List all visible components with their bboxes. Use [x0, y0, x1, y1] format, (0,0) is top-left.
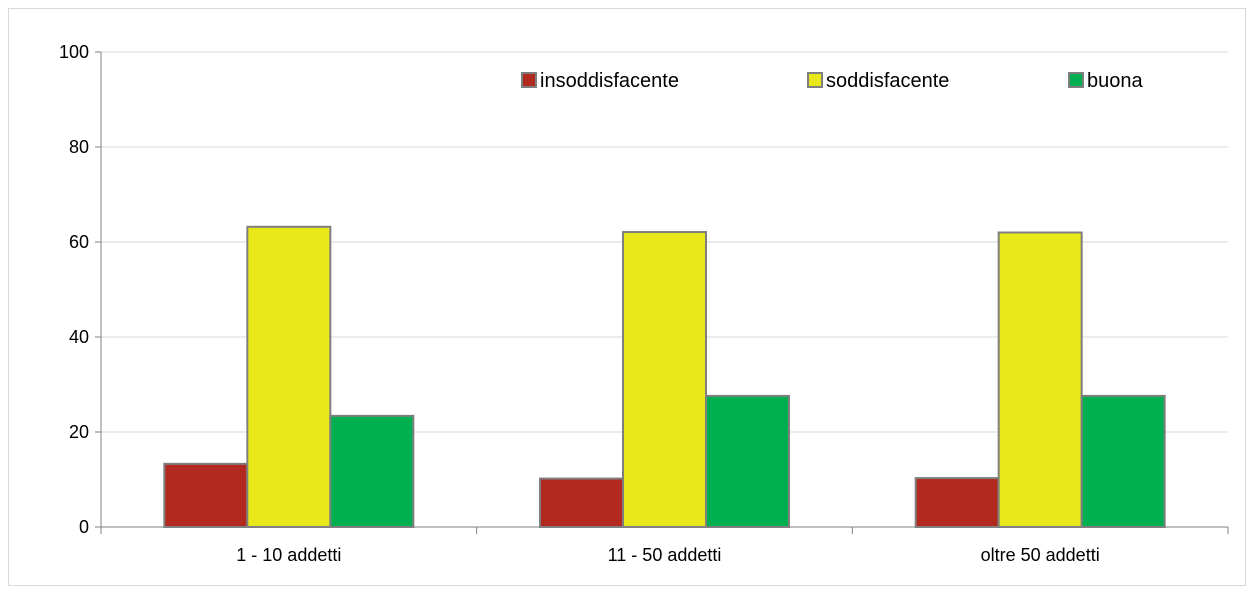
x-category-label: 1 - 10 addetti	[236, 545, 341, 565]
y-tick-label: 100	[59, 42, 89, 62]
legend-label-soddisfacente: soddisfacente	[826, 70, 949, 92]
legend-label-buona: buona	[1087, 70, 1143, 92]
bar-soddisfacente-0	[246, 225, 332, 529]
legend-swatch-buona	[1068, 72, 1084, 88]
bar-insoddisfacente-0	[163, 462, 249, 529]
y-tick-label: 40	[69, 327, 89, 347]
legend-swatch-insoddisfacente	[521, 72, 537, 88]
axes	[95, 51, 1229, 534]
bar-buona-2	[1080, 394, 1166, 528]
bar-buona-1	[705, 394, 790, 528]
bar-insoddisfacente-2	[914, 477, 1000, 529]
bar-insoddisfacente-1	[539, 477, 624, 528]
y-tick-label: 20	[69, 422, 89, 442]
legend-label-insoddisfacente: insoddisfacente	[540, 70, 679, 92]
bar-soddisfacente-2	[997, 231, 1083, 528]
bars	[163, 225, 1166, 529]
x-category-label: oltre 50 addetti	[981, 545, 1100, 565]
x-axis-labels: 1 - 10 addetti 11 - 50 addetti oltre 50 ad…	[236, 545, 1099, 565]
y-tick-label: 0	[79, 517, 89, 537]
bar-soddisfacente-1	[622, 231, 707, 528]
y-axis-ticks: 0 20 40 60 80 100	[59, 42, 89, 537]
chart-frame	[8, 8, 1246, 586]
legend: insoddisfacente soddisfacente buona	[521, 70, 1143, 92]
bar-buona-0	[329, 414, 415, 529]
y-tick-label: 80	[69, 137, 89, 157]
y-tick-label: 60	[69, 232, 89, 252]
x-category-label: 11 - 50 addetti	[608, 545, 722, 565]
legend-swatch-soddisfacente	[807, 72, 823, 88]
